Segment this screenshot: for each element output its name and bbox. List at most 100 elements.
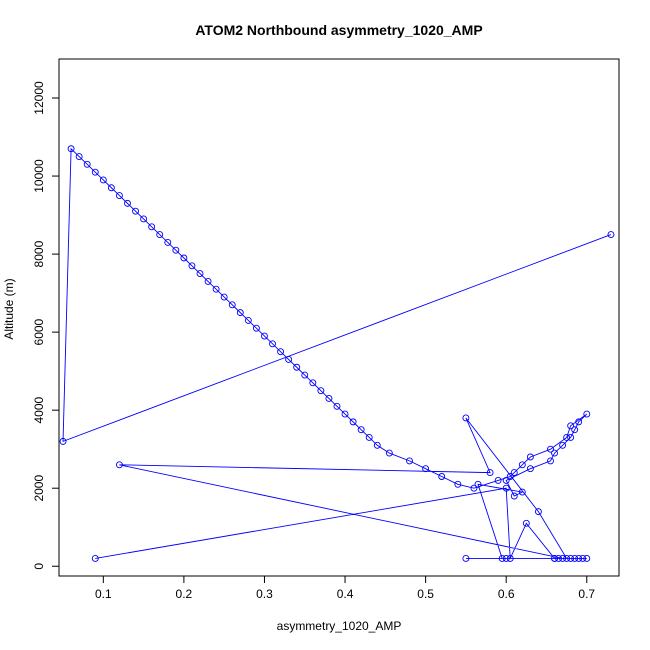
x-tick-label: 0.5 <box>417 587 434 601</box>
data-point <box>571 426 579 434</box>
data-point <box>373 441 381 449</box>
data-point <box>563 554 571 562</box>
x-tick-label: 0.7 <box>578 587 595 601</box>
data-point <box>301 371 309 379</box>
x-tick-label: 0.4 <box>337 587 354 601</box>
data-point <box>83 160 91 168</box>
data-point <box>228 301 236 309</box>
data-point <box>559 441 567 449</box>
data-point <box>317 387 325 395</box>
data-series <box>59 145 615 562</box>
data-point <box>325 395 333 402</box>
data-point <box>252 324 260 332</box>
x-tick-label: 0.1 <box>95 587 112 601</box>
y-tick-label: 8000 <box>32 240 46 267</box>
data-point <box>571 554 579 562</box>
data-point <box>107 184 115 192</box>
data-point <box>220 293 228 301</box>
data-point <box>462 414 470 422</box>
data-point <box>567 434 575 441</box>
data-point <box>470 484 478 492</box>
data-point <box>575 418 583 426</box>
data-point <box>115 461 123 469</box>
data-point <box>502 554 510 562</box>
data-point <box>212 285 220 293</box>
data-point <box>285 355 293 363</box>
data-point <box>498 554 506 562</box>
data-point <box>559 554 567 562</box>
y-tick-label: 10000 <box>32 159 46 193</box>
data-point <box>148 223 156 231</box>
data-point <box>124 199 131 207</box>
data-point <box>349 418 357 426</box>
data-point <box>494 476 502 484</box>
data-point <box>115 192 123 200</box>
data-point <box>502 484 510 492</box>
data-point <box>357 426 365 434</box>
data-point <box>59 437 67 445</box>
data-point <box>172 246 180 254</box>
data-point <box>607 231 615 239</box>
data-point <box>583 554 591 562</box>
data-point <box>91 554 99 562</box>
data-point <box>277 348 285 356</box>
data-point <box>506 473 514 480</box>
data-point <box>132 207 139 215</box>
data-point <box>526 453 534 461</box>
y-tick-label: 12000 <box>32 81 46 115</box>
data-point <box>91 168 99 176</box>
data-point <box>75 153 83 160</box>
data-point <box>502 476 510 484</box>
data-point <box>567 554 575 562</box>
data-point <box>438 473 446 480</box>
data-point <box>518 461 526 469</box>
y-tick-label: 6000 <box>32 318 46 345</box>
data-point <box>506 554 514 562</box>
data-point <box>583 410 591 418</box>
data-point <box>188 262 196 270</box>
data-point <box>180 254 188 262</box>
x-tick-label: 0.2 <box>176 587 193 601</box>
data-point <box>547 445 554 453</box>
data-point <box>474 480 482 488</box>
data-point <box>575 554 583 562</box>
x-tick-label: 0.3 <box>256 587 273 601</box>
data-point <box>522 519 530 527</box>
series-line <box>62 147 612 559</box>
y-tick-label: 2000 <box>32 475 46 502</box>
data-point <box>551 554 558 562</box>
data-point <box>164 238 172 246</box>
y-tick-label: 0 <box>32 563 46 570</box>
data-point <box>99 176 107 184</box>
data-point <box>526 465 534 473</box>
data-point <box>244 316 252 324</box>
x-axis-label: asymmetry_1020_AMP <box>277 619 402 633</box>
data-point <box>341 410 349 418</box>
data-point <box>510 492 518 500</box>
y-axis: 0 2000 4000 6000 8000 10000 12000 <box>32 81 60 570</box>
data-point <box>518 488 526 496</box>
data-point <box>293 363 301 371</box>
data-point <box>547 457 554 465</box>
y-axis-label: Altitude (m) <box>2 278 16 339</box>
data-point <box>140 215 148 223</box>
data-point <box>196 270 204 278</box>
chart-title: ATOM2 Northbound asymmetry_1020_AMP <box>195 22 482 38</box>
plot-frame <box>58 58 620 577</box>
data-point <box>551 449 558 457</box>
x-tick-label: 0.6 <box>498 587 515 601</box>
data-point <box>567 422 575 430</box>
data-point <box>385 449 393 457</box>
data-point <box>579 554 587 562</box>
data-point <box>454 480 462 488</box>
data-point <box>261 332 268 340</box>
data-point <box>563 434 571 441</box>
data-point <box>510 469 518 477</box>
data-point <box>462 554 470 562</box>
data-point <box>204 277 212 285</box>
data-point <box>236 309 244 317</box>
data-point <box>365 434 373 441</box>
x-axis: 0.1 0.2 0.3 0.4 0.5 0.6 0.7 <box>95 575 595 601</box>
data-point <box>333 402 341 410</box>
